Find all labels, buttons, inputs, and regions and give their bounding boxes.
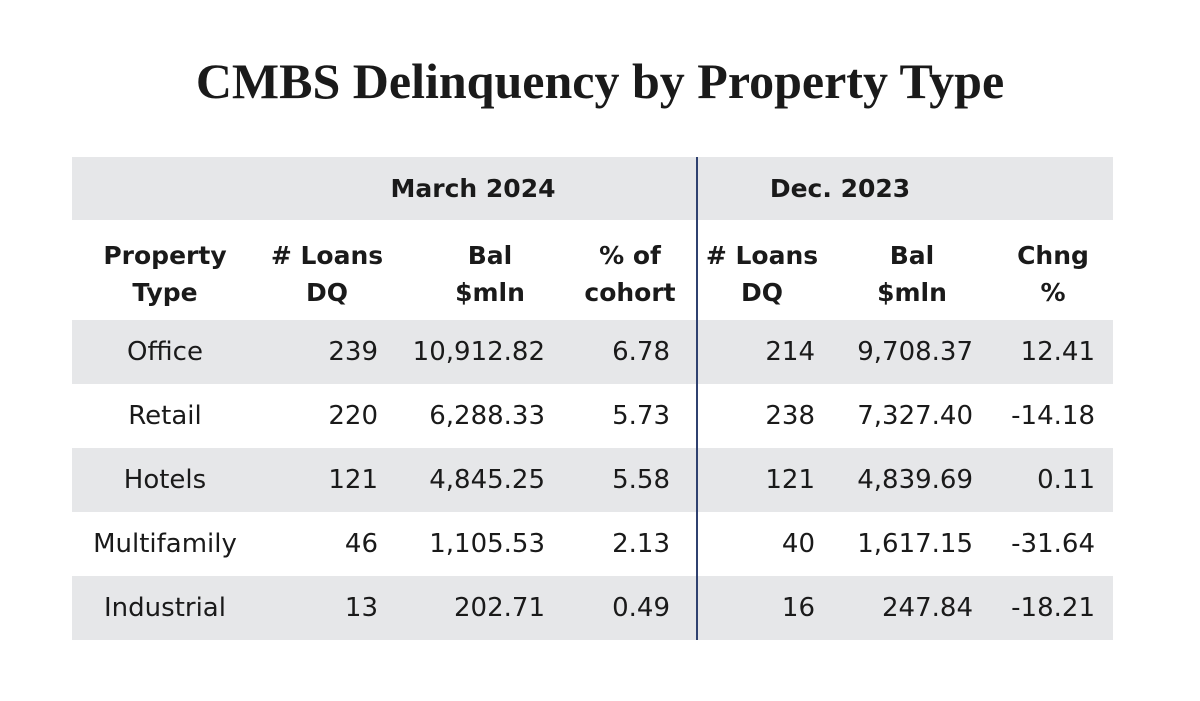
cell-value: 1,105.53 — [429, 529, 545, 559]
cell-value: 2.13 — [612, 529, 670, 559]
cell-value: 121 — [765, 465, 815, 495]
title: CMBS Delinquency by Property Type — [195, 53, 1005, 109]
group-header: March 2024 — [390, 174, 556, 203]
cell-value: 40 — [781, 529, 815, 559]
cell-value: 202.71 — [454, 593, 545, 623]
cell-value: 10,912.82 — [412, 337, 545, 367]
row-label: Hotels — [123, 465, 207, 495]
row-band — [72, 576, 1113, 640]
header-band — [72, 157, 1113, 220]
cell-value: -14.18 — [1011, 401, 1095, 431]
column-header: DQ — [740, 278, 783, 307]
cell-value: 4,839.69 — [857, 465, 973, 495]
cell-value: 12.41 — [1020, 337, 1095, 367]
cell-value: 1,617.15 — [857, 529, 973, 559]
cell-value: 5.58 — [612, 465, 670, 495]
cell-value: 13 — [344, 593, 378, 623]
column-header: $mln — [877, 278, 947, 307]
row-label: Office — [127, 337, 203, 367]
cell-value: 239 — [328, 337, 378, 367]
cell-value: 5.73 — [612, 401, 670, 431]
cell-value: -18.21 — [1011, 593, 1095, 623]
cell-value: 6,288.33 — [429, 401, 545, 431]
cell-value: 16 — [781, 593, 815, 623]
row-band — [72, 448, 1113, 512]
row-label: Retail — [128, 401, 202, 431]
cell-value: 4,845.25 — [429, 465, 545, 495]
row-band — [72, 320, 1113, 384]
cell-value: 9,708.37 — [857, 337, 973, 367]
cell-value: 121 — [328, 465, 378, 495]
column-header: Type — [132, 278, 198, 307]
cell-value: 214 — [765, 337, 815, 367]
column-header: % — [1040, 278, 1066, 307]
row-label: Multifamily — [93, 529, 237, 559]
divider — [696, 157, 698, 640]
cell-value: 238 — [765, 401, 815, 431]
cell-value: 247.84 — [882, 593, 973, 623]
cell-value: 6.78 — [612, 337, 670, 367]
cell-value: 220 — [328, 401, 378, 431]
column-header: Bal — [467, 241, 513, 270]
group-header: Dec. 2023 — [769, 174, 911, 203]
row-label: Industrial — [104, 593, 226, 623]
column-header: Chng — [1017, 241, 1089, 270]
column-header: Property — [103, 241, 227, 270]
column-header: DQ — [305, 278, 348, 307]
column-header: cohort — [584, 278, 676, 307]
column-header: # Loans — [270, 241, 384, 270]
column-header: % of — [599, 241, 661, 270]
cell-value: 7,327.40 — [857, 401, 973, 431]
column-header: $mln — [455, 278, 525, 307]
cell-value: 0.11 — [1037, 465, 1095, 495]
column-header: # Loans — [705, 241, 819, 270]
cell-value: 46 — [344, 529, 378, 559]
column-header: Bal — [889, 241, 935, 270]
cell-value: 0.49 — [612, 593, 670, 623]
cell-value: -31.64 — [1011, 529, 1095, 559]
